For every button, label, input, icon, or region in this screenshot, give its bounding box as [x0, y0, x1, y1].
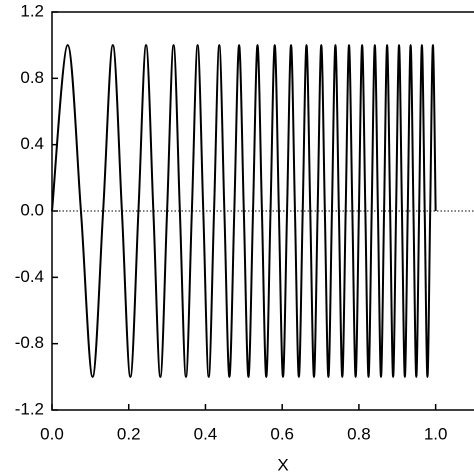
x-tick-label: 0.6	[270, 424, 294, 443]
x-tick-label: 0.0	[40, 424, 64, 443]
y-tick-label: 0.8	[20, 68, 44, 87]
data-line	[51, 44, 437, 378]
y-tick-label: 0.0	[20, 200, 44, 219]
y-tick-label: -0.4	[15, 267, 44, 286]
x-tick-label: 0.4	[194, 424, 218, 443]
x-tick-label: 0.8	[347, 424, 371, 443]
y-tick-label: 1.2	[20, 1, 44, 20]
x-tick-label: 1.0	[424, 424, 448, 443]
y-tick-label: -1.2	[15, 399, 44, 418]
y-tick-label: 0.4	[20, 134, 44, 153]
x-axis-label: X	[277, 455, 288, 474]
x-tick-label: 0.2	[117, 424, 141, 443]
y-tick-label: -0.8	[15, 333, 44, 352]
